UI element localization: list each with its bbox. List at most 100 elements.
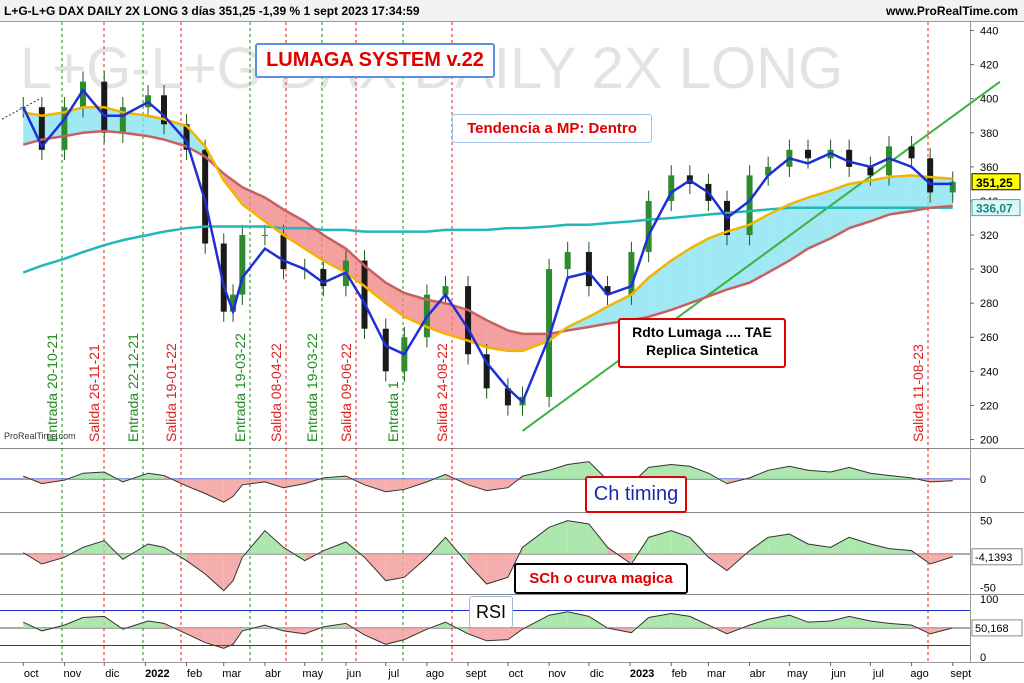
x-axis-label: feb [187,668,202,680]
indicator-area-negative [364,479,386,492]
indicator-area-positive [82,540,105,554]
indicator-area-positive [264,530,284,554]
indicator-area-negative [205,479,224,503]
indicator-area-positive [889,548,912,554]
indicator-area-positive [749,619,769,628]
indicator-area-negative [242,479,265,485]
ch-timing-box: Ch timing [585,476,687,513]
x-axis-label: dic [105,668,120,680]
x-axis-label: 2022 [145,668,169,680]
candle-body [628,252,635,295]
candle-body [61,107,68,150]
x-axis-label: sept [466,668,487,680]
indicator-area-negative [223,628,234,649]
x-axis-label: jun [830,668,846,680]
candle-body [746,175,753,235]
price-tick-label: 220 [980,400,998,412]
indicator-area-negative [223,554,234,591]
x-axis-label: mar [707,668,726,680]
ch-timing-label: Ch timing [593,483,679,505]
ichimoku-cloud-up [671,248,690,310]
signal-label-salida: Salida 09-06-22 [338,343,354,442]
signal-label-salida: Salida 26-11-21 [86,344,102,442]
price-badge [971,173,1021,191]
indicator-area-positive [768,534,790,554]
indicator-area-positive [849,467,871,479]
system-title: LUMAGA SYSTEM v.22 [266,49,484,71]
indicator-area-positive [122,473,149,482]
ichimoku-cloud-up [689,238,709,304]
ichimoku-cloud-up [727,224,750,290]
candle-body [465,286,472,355]
ichimoku-cloud-down [445,303,469,341]
indicator-area-positive [849,537,871,554]
indicator-area-positive [82,616,105,628]
rsi-box: RSI [469,596,513,628]
indicator-area-positive [808,470,831,479]
signal-label-entrada: Entrada 20-10-21 [44,333,60,442]
x-axis-label: oct [24,668,39,680]
indicator-area-negative [364,554,386,581]
indicator-line [22,520,953,592]
indicator-area-positive [749,537,769,554]
line-brown-moving-average [22,129,953,336]
ichimoku-cloud-up [849,180,871,229]
candle-body [320,269,327,287]
price-tick-label: 400 [980,94,998,106]
indicator-area-positive [588,524,608,554]
indicator-area-negative [223,479,234,503]
candle-body [949,181,956,193]
price-tick-label: 320 [980,230,998,242]
x-axis-label: may [787,668,808,680]
indicator-area-positive [567,520,589,554]
x-axis-label: oct [509,668,524,680]
indicator-area-positive [549,611,568,628]
indicator-area-negative [404,479,427,490]
indicator-area-positive [789,534,809,554]
x-axis-label: jul [387,668,399,680]
candle-body [504,388,511,406]
x-axis-label: abr [750,668,766,680]
line-blue-fast [22,88,953,405]
indicator-area-positive [64,617,83,628]
price-tick-label: 280 [980,298,998,310]
price-tick-label: 260 [980,332,998,344]
ichimoku-cloud-up [930,177,953,208]
candle-body [805,149,812,159]
candle-body [361,260,368,329]
signal-label-salida: Salida 08-04-22 [268,343,284,442]
rsi-label: RSI [475,602,506,622]
indicator-area-negative [233,479,243,497]
signal-label-salida: Salida 19-01-22 [163,343,179,442]
indicator-area-negative [205,628,224,649]
price-tick-label: 360 [980,162,998,174]
indicator-area-positive [82,472,105,479]
ichimoku-cloud-down [486,320,508,351]
x-axis-label: ago [910,668,928,680]
indicator-area-positive [567,461,589,479]
indicator-area-negative [708,554,728,571]
ichimoku-cloud-up [631,277,649,321]
signal-label-salida: Salida 24-08-22 [434,343,450,442]
candle-body [79,81,86,108]
x-axis-label: nov [548,668,566,680]
indicator-area-positive [849,616,871,628]
x-axis-label: dic [590,668,605,680]
candle-body [867,166,874,176]
indicator-area-negative [468,479,487,491]
candle-body [220,243,227,312]
system-title-box: LUMAGA SYSTEM v.22 [255,43,495,78]
price-tick-label: 200 [980,434,998,446]
ichimoku-cloud-up [64,107,83,137]
indicator-area-positive [522,527,550,554]
x-axis-label: mar [222,668,241,680]
indicator-area-positive [808,621,831,628]
x-axis-label: may [302,668,323,680]
indicator-area-negative [364,628,386,645]
x-axis-label: ago [426,668,444,680]
candle-body [38,107,45,150]
indicator-area-positive [671,464,690,479]
indicator-area-negative [486,628,508,641]
indicator-area-negative [486,479,508,491]
